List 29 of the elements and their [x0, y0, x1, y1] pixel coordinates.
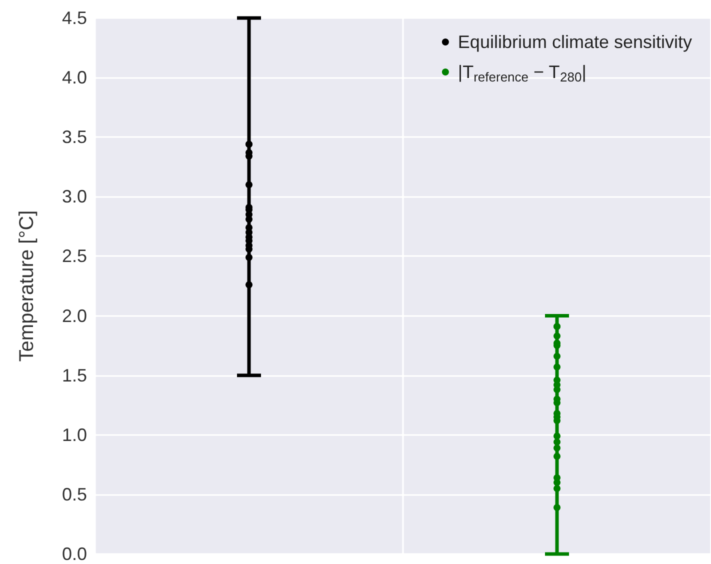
point — [554, 484, 560, 492]
point — [554, 386, 560, 394]
point — [554, 504, 560, 512]
point — [246, 181, 252, 188]
point — [554, 452, 560, 460]
y-axis-title: Temperature [°C] — [16, 210, 38, 362]
point — [554, 444, 560, 452]
point — [554, 479, 560, 486]
point — [554, 438, 560, 446]
point — [554, 352, 560, 360]
point — [246, 216, 252, 223]
point — [246, 254, 252, 261]
point — [246, 281, 252, 288]
y-tick-label: 3.0 — [62, 186, 87, 207]
point — [554, 323, 560, 330]
y-tick-label: 2.0 — [62, 306, 87, 326]
y-tick-label: 0.5 — [62, 484, 87, 504]
y-tick-label: 1.5 — [62, 365, 87, 386]
point — [554, 332, 560, 340]
y-tick-label: 1.0 — [62, 424, 87, 445]
y-tick-label: 3.5 — [62, 127, 87, 148]
point — [554, 432, 560, 440]
point — [246, 140, 252, 148]
point — [554, 363, 560, 370]
legend-label: Equilibrium climate sensitivity — [458, 32, 692, 52]
y-tick-label: 0.0 — [62, 544, 87, 564]
y-tick-label: 4.5 — [62, 8, 87, 28]
y-tick-label: 2.5 — [62, 246, 87, 266]
y-tick-label: 4.0 — [62, 68, 87, 88]
